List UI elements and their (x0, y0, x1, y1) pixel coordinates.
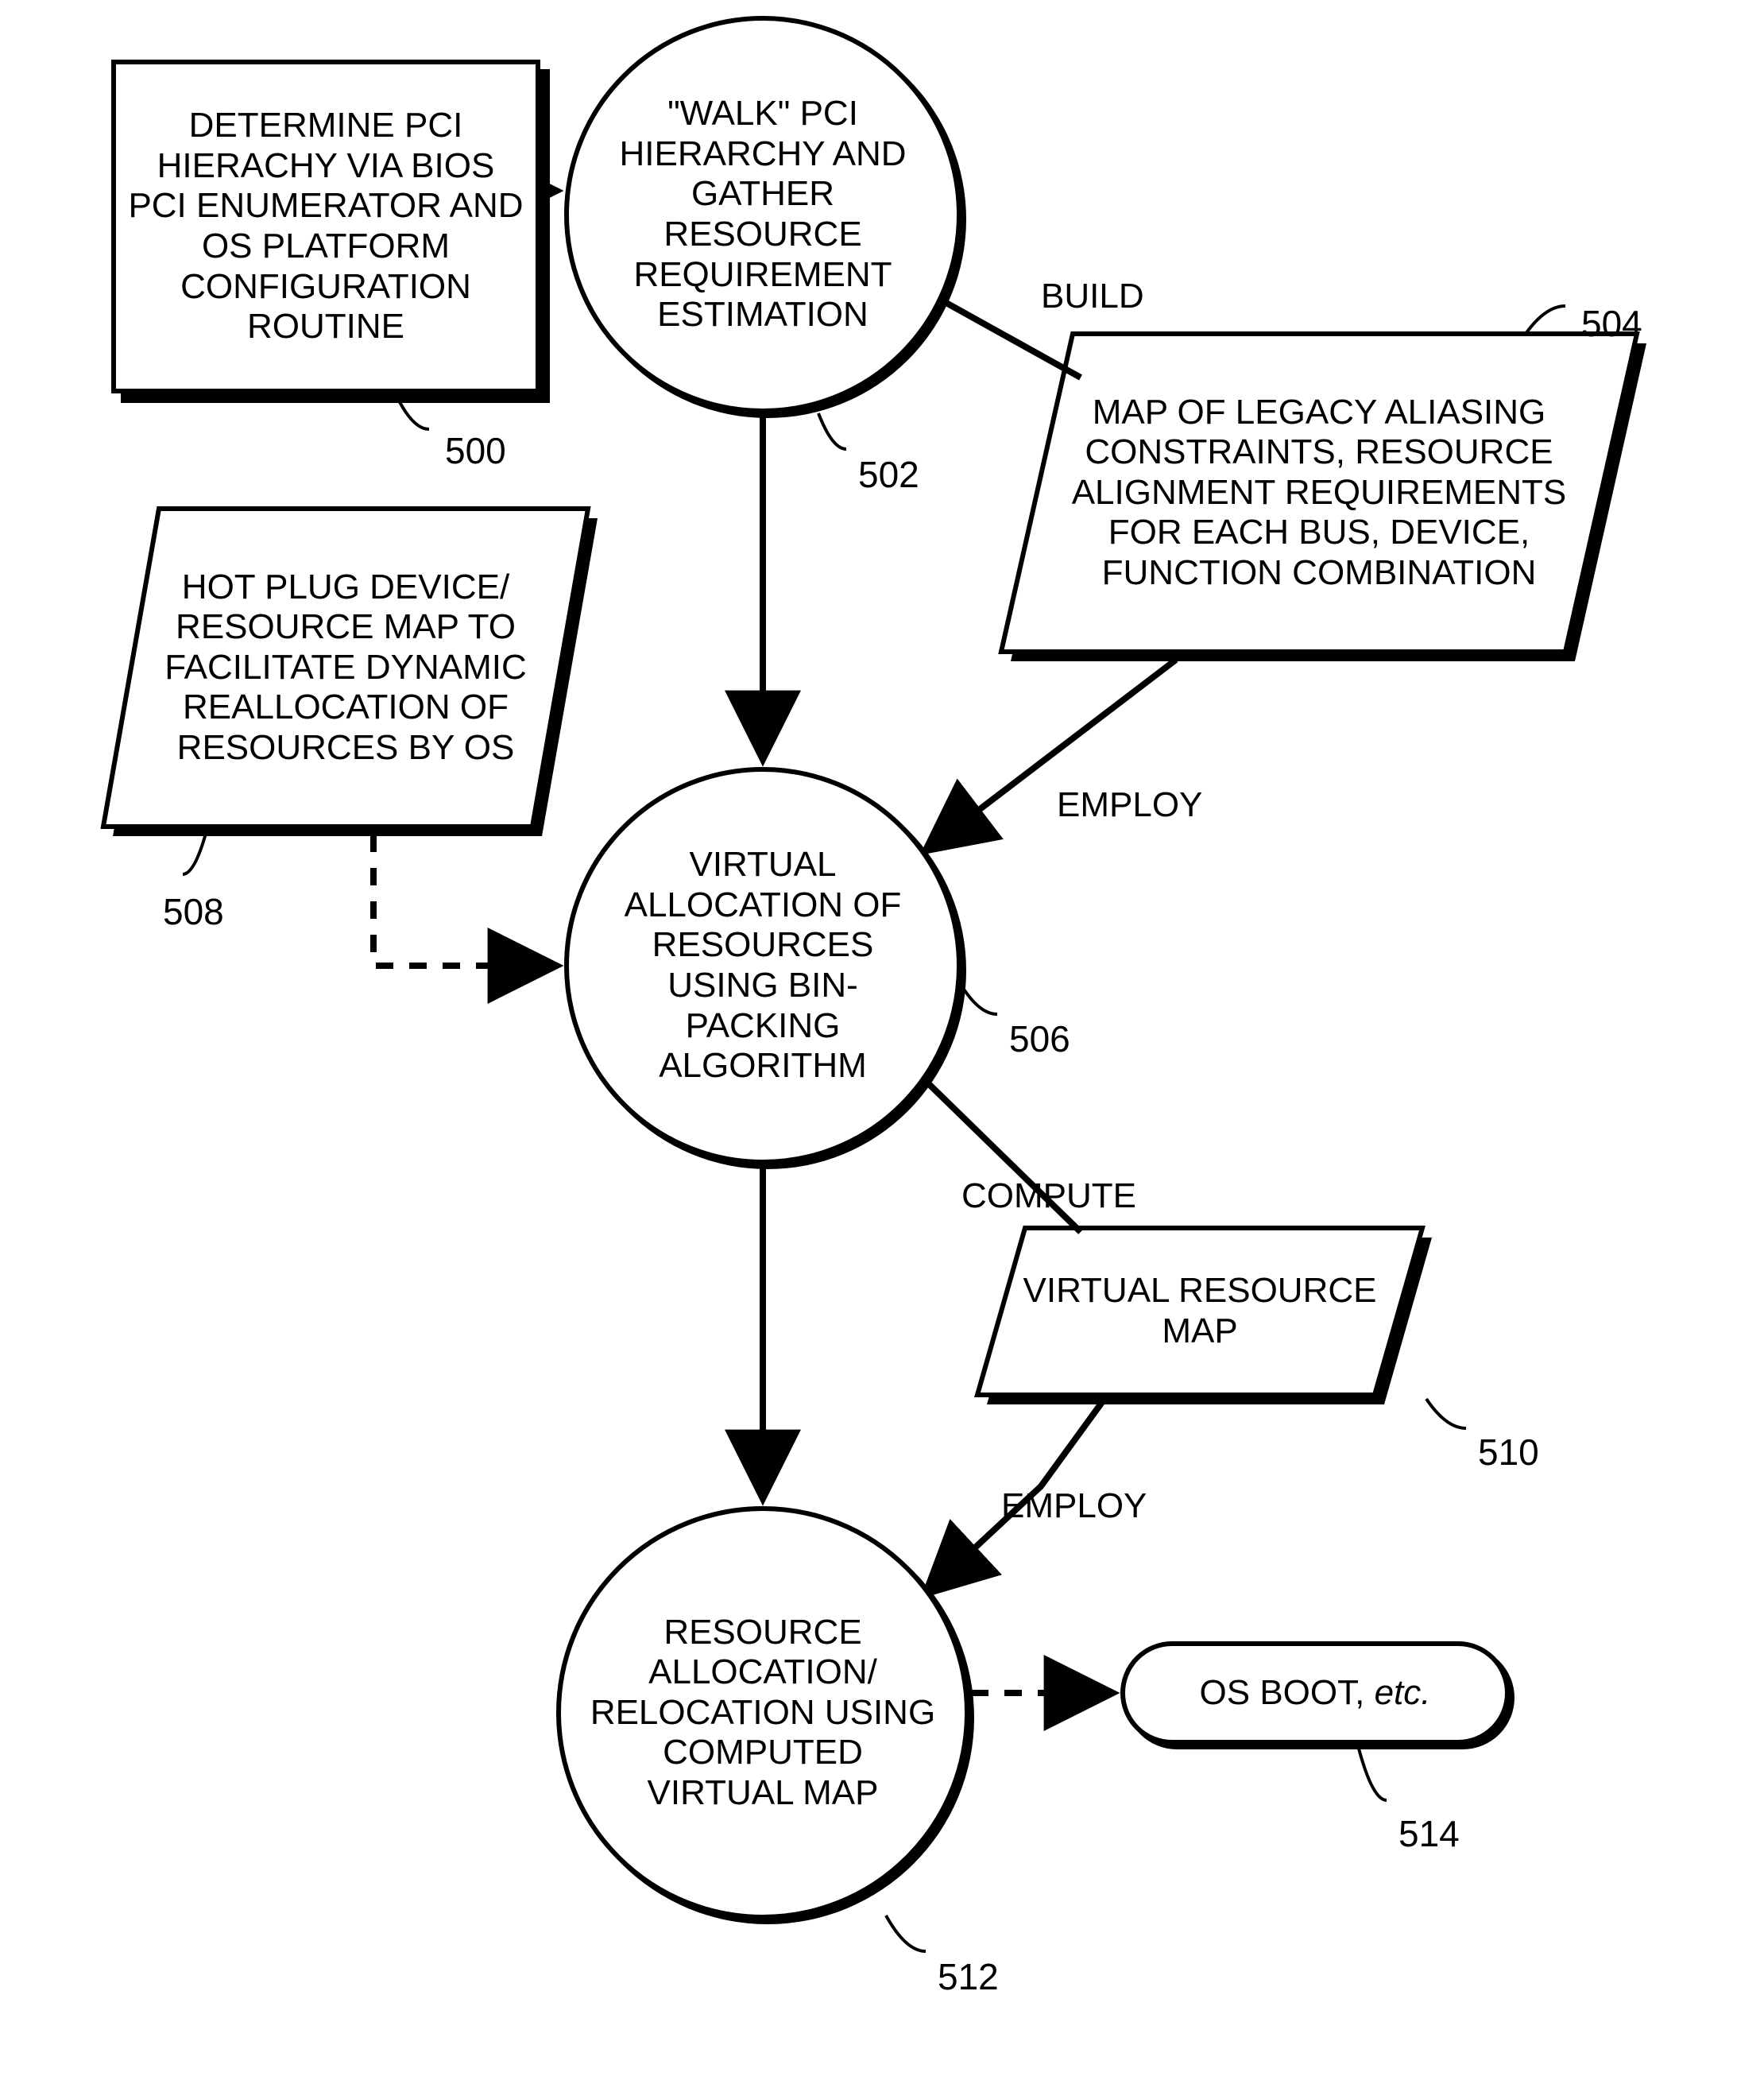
edge-label-e3: BUILD (1041, 277, 1144, 316)
node-text: OS BOOT, etc. (1200, 1673, 1431, 1714)
node-n500: DETERMINE PCI HIERACHY VIA BIOS PCI ENUM… (111, 60, 540, 393)
ref-508: 508 (163, 890, 224, 933)
node-text: RESOURCE ALLOCATION/ RELOCATION USING CO… (590, 1613, 936, 1814)
edge-label-e4: EMPLOY (1057, 785, 1202, 825)
node-text: DETERMINE PCI HIERACHY VIA BIOS PCI ENUM… (127, 106, 524, 347)
node-n508: HOT PLUG DEVICE/ RESOURCE MAP TO FACILIT… (131, 509, 560, 827)
ref-500: 500 (445, 429, 506, 472)
node-n514: OS BOOT, etc. (1120, 1641, 1510, 1745)
node-text-italic: etc. (1375, 1673, 1431, 1712)
node-n502: "WALK" PCI HIERARCHY AND GATHER RESOURCE… (564, 16, 961, 413)
edge-label-e8: EMPLOY (1001, 1486, 1147, 1526)
node-n510: VIRTUAL RESOURCE MAP (1001, 1228, 1398, 1395)
node-text: "WALK" PCI HIERARCHY AND GATHER RESOURCE… (598, 94, 928, 335)
edge-label-e7: COMPUTE (961, 1176, 1136, 1216)
edge-e5 (373, 835, 556, 966)
node-text: MAP OF LEGACY ALIASING CONSTRAINTS, RESO… (1053, 393, 1585, 594)
node-text: VIRTUAL RESOURCE MAP (1017, 1271, 1383, 1351)
node-n512: RESOURCE ALLOCATION/ RELOCATION USING CO… (556, 1506, 969, 1919)
ref-502: 502 (858, 453, 919, 496)
ref-506: 506 (1009, 1017, 1070, 1060)
ref-514: 514 (1398, 1812, 1460, 1855)
node-text: VIRTUAL ALLOCATION OF RESOURCES USING BI… (598, 845, 928, 1087)
flowchart-canvas: DETERMINE PCI HIERACHY VIA BIOS PCI ENUM… (0, 0, 1764, 2084)
ref-512: 512 (938, 1955, 999, 1998)
ref-510: 510 (1478, 1431, 1539, 1474)
node-n506: VIRTUAL ALLOCATION OF RESOURCES USING BI… (564, 767, 961, 1164)
ref-504: 504 (1581, 302, 1642, 345)
node-text-plain: OS BOOT, (1200, 1673, 1375, 1712)
node-text: HOT PLUG DEVICE/ RESOURCE MAP TO FACILIT… (147, 567, 544, 769)
node-n504: MAP OF LEGACY ALIASING CONSTRAINTS, RESO… (1037, 334, 1601, 652)
